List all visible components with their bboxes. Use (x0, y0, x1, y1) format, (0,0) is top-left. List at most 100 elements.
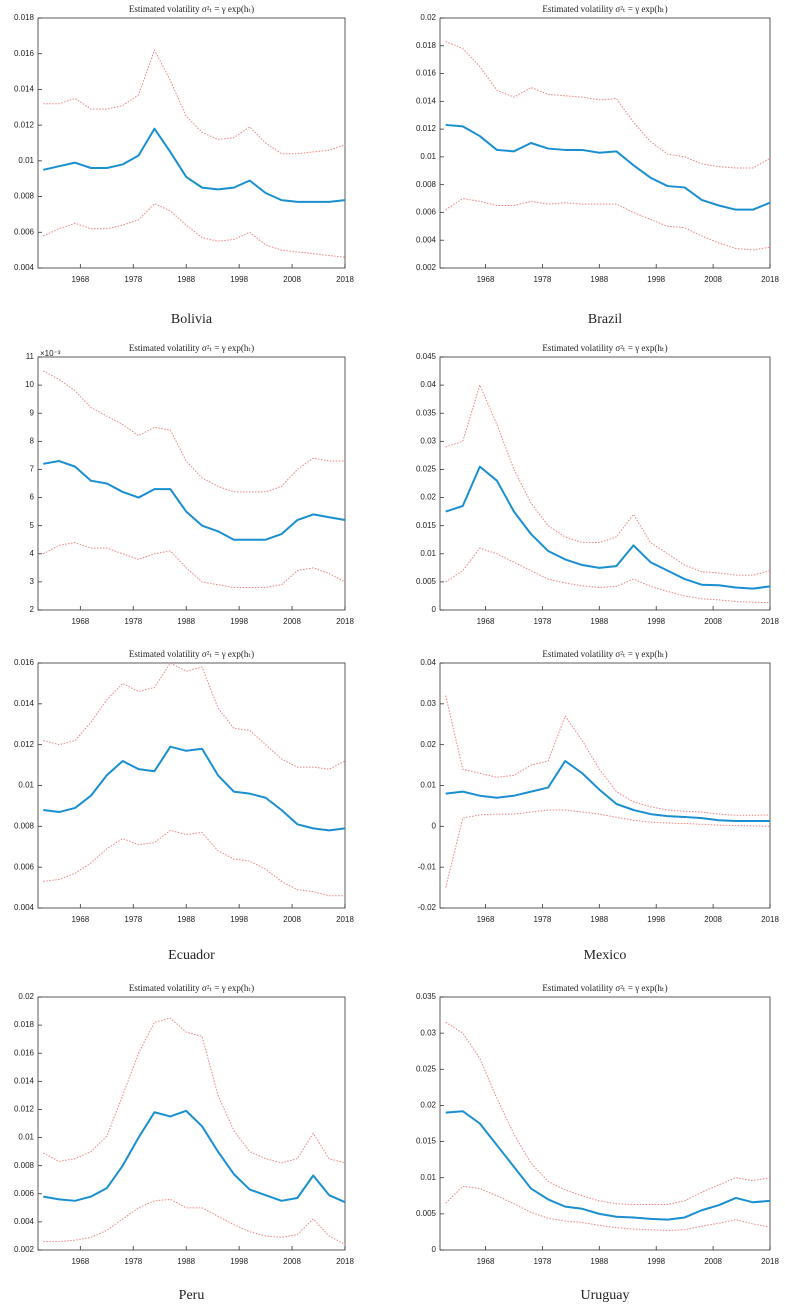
y-tick-label: 0.006 (14, 862, 35, 871)
band-line (43, 662, 346, 770)
plot-frame (439, 996, 771, 1251)
y-tick-label: 0.014 (14, 85, 35, 94)
y-tick-label: 0.02 (420, 1101, 436, 1110)
x-tick-label: 1968 (477, 1257, 495, 1266)
plot-frame (37, 996, 346, 1251)
y-tick-label: 0.002 (416, 263, 437, 272)
x-tick-label: 1988 (590, 275, 608, 284)
band-line (445, 1021, 771, 1205)
x-tick-label: 2008 (283, 617, 301, 626)
chart-title: Estimated volatility σ²ₜ = γ exp(hₜ) (542, 649, 667, 659)
band-line (445, 809, 771, 888)
y-tick-label: 0.03 (420, 436, 436, 445)
y-tick-label: 0.016 (416, 69, 437, 78)
y-tick-label: 10 (25, 380, 34, 389)
x-tick-label: 1968 (71, 275, 89, 284)
chart-title: Estimated volatility σ²ₜ = γ exp(hₜ) (129, 649, 254, 659)
median-line (43, 745, 346, 832)
x-tick-label: 2018 (336, 915, 354, 924)
band-line (43, 203, 346, 258)
y-tick-label: 0.01 (420, 1173, 436, 1182)
y-tick-label: 0.004 (14, 1217, 35, 1226)
y-tick-label: 4 (30, 549, 35, 558)
caption: Mexico (584, 948, 627, 963)
y-tick-label: 0.015 (416, 521, 437, 530)
x-tick-label: 1968 (71, 915, 89, 924)
y-tick-label: 0.006 (14, 227, 35, 236)
x-tick-label: 2018 (761, 915, 779, 924)
y-tick-label: 0.012 (14, 120, 35, 129)
band-line (445, 1185, 771, 1231)
y-tick-label: 0.016 (14, 49, 35, 58)
x-tick-label: 1988 (590, 617, 608, 626)
y-tick-label: 2 (30, 605, 35, 614)
y-tick-label: -0.02 (418, 903, 437, 912)
x-tick-label: 1968 (477, 617, 495, 626)
y-tick-label: 0.01 (420, 549, 436, 558)
y-tick-label: 0.016 (14, 1048, 35, 1057)
y-tick-label: 0 (432, 1245, 437, 1254)
y-tick-label: 0.02 (18, 992, 34, 1001)
band-line (445, 547, 771, 604)
y-tick-label: 0.01 (420, 781, 436, 790)
y-tick-label: 0.004 (416, 235, 437, 244)
plot-frame (439, 662, 771, 909)
x-tick-label: 1998 (230, 617, 248, 626)
y-tick-label: 0.005 (416, 1209, 437, 1218)
chart-title: Estimated volatility σ²ₜ = γ exp(hₜ) (129, 343, 254, 353)
x-tick-label: 1978 (124, 915, 142, 924)
y-tick-label: 0.02 (420, 740, 436, 749)
y-tick-label: 0.012 (14, 1105, 35, 1114)
x-tick-label: 1978 (534, 617, 552, 626)
x-tick-label: 1988 (177, 617, 195, 626)
y-tick-label: 3 (30, 577, 35, 586)
y-tick-label: 0.015 (416, 1137, 437, 1146)
x-tick-label: 2008 (704, 915, 722, 924)
x-tick-label: 1998 (230, 275, 248, 284)
y-tick-label: 0.014 (416, 96, 437, 105)
y-tick-label: 0.02 (420, 493, 436, 502)
y-tick-label: 0.03 (420, 1028, 436, 1037)
y-tick-label: 0 (432, 821, 437, 830)
x-tick-label: 2018 (336, 275, 354, 284)
x-tick-label: 2018 (761, 1257, 779, 1266)
x-tick-label: 2018 (336, 1257, 354, 1266)
median-line (43, 127, 346, 203)
band-line (43, 829, 345, 897)
caption: Peru (179, 1288, 205, 1303)
x-tick-label: 2008 (704, 275, 722, 284)
y-tick-label: 0.005 (416, 577, 437, 586)
y-tick-label: 0.008 (14, 1161, 35, 1170)
y-tick-label: 0.012 (416, 124, 437, 133)
axis-annotation: ×10⁻³ (40, 349, 61, 358)
band-line (43, 370, 345, 493)
x-tick-label: 2018 (761, 617, 779, 626)
x-tick-label: 2008 (283, 1257, 301, 1266)
x-tick-label: 1998 (647, 275, 665, 284)
chart-title: Estimated volatility σ²ₜ = γ exp(hₜ) (129, 983, 254, 993)
y-tick-label: 0.04 (420, 380, 436, 389)
y-tick-label: 0.016 (14, 658, 35, 667)
x-tick-label: 1968 (71, 617, 89, 626)
median-line (445, 465, 771, 590)
y-tick-label: 9 (30, 408, 35, 417)
median-line (43, 1109, 346, 1204)
y-tick-label: 0.04 (420, 658, 436, 667)
y-tick-label: 0 (432, 605, 437, 614)
y-tick-label: 0.008 (416, 180, 437, 189)
x-tick-label: 2008 (283, 915, 301, 924)
y-tick-label: 0.006 (416, 208, 437, 217)
y-tick-label: 0.014 (14, 699, 35, 708)
median-line (445, 760, 770, 823)
y-tick-label: 0.018 (14, 1020, 35, 1029)
y-tick-label: 0.045 (416, 352, 437, 361)
x-tick-label: 1998 (230, 915, 248, 924)
plot-frame (37, 356, 346, 611)
band-line (445, 695, 771, 816)
x-tick-label: 1988 (590, 915, 608, 924)
x-tick-label: 2018 (761, 275, 779, 284)
x-tick-label: 1978 (534, 915, 552, 924)
y-tick-label: 0.004 (14, 903, 35, 912)
chart-title: Estimated volatility σ²ₜ = γ exp(hₜ) (129, 4, 254, 14)
y-tick-label: 6 (30, 493, 35, 502)
